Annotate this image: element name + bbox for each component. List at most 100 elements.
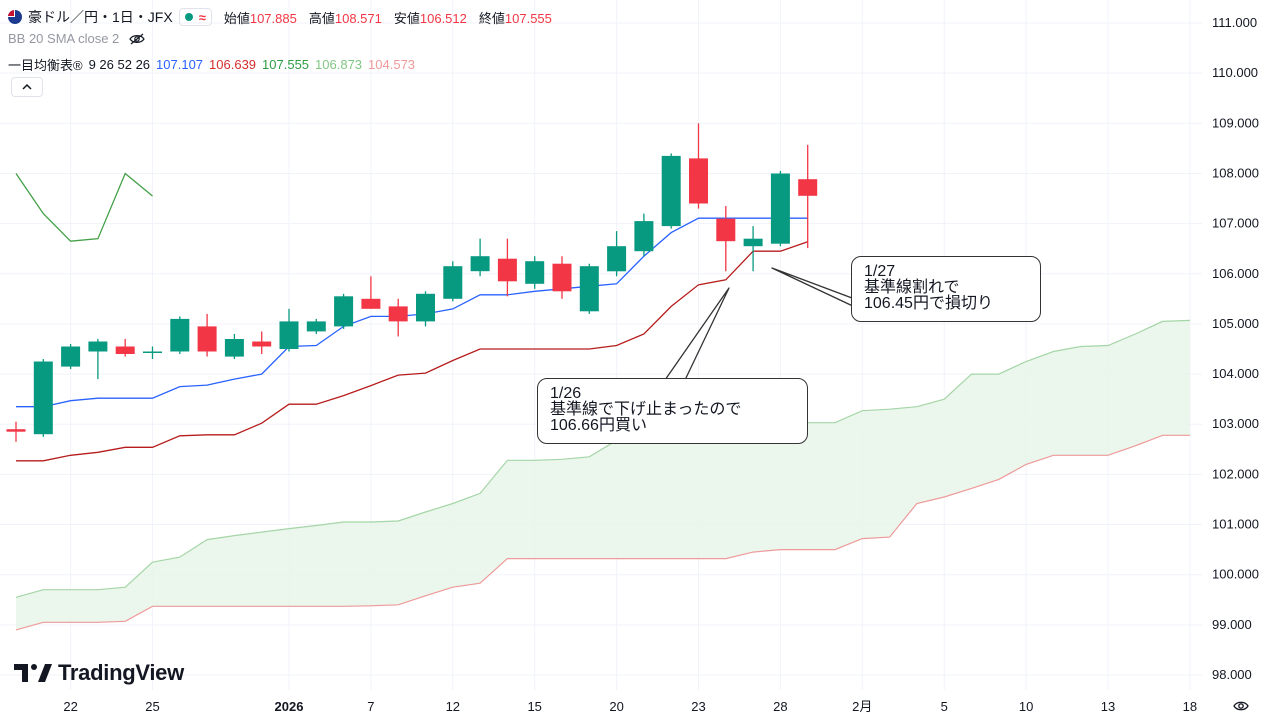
candle-body xyxy=(33,361,53,435)
candle-body xyxy=(743,238,763,247)
ohlc-open: 始値107.885 xyxy=(223,10,297,26)
y-tick-label: 99.000 xyxy=(1212,617,1252,632)
chikou-value: 107.555 xyxy=(262,57,310,72)
tradingview-logo[interactable]: TradingView xyxy=(14,660,184,686)
span-b-value: 104.573 xyxy=(368,57,416,72)
symbol-title[interactable]: 豪ドル／円・1日・JFX xyxy=(28,9,173,25)
callout-line: 106.45円で損切り xyxy=(864,295,993,312)
ohlc-close: 終値107.555 xyxy=(478,10,552,26)
y-tick-label: 105.000 xyxy=(1212,316,1259,331)
candle-body xyxy=(443,266,463,299)
market-status-pill[interactable]: ≈ xyxy=(178,8,212,26)
candle-body xyxy=(61,346,81,367)
x-tick-label: 18 xyxy=(1183,699,1197,714)
wave-icon: ≈ xyxy=(198,9,206,25)
callout-line: 基準線で下げ止まったので xyxy=(550,401,742,418)
x-tick-label: 28 xyxy=(773,699,787,714)
market-open-dot-icon xyxy=(184,13,193,21)
candle-body xyxy=(716,218,736,242)
senkou-span-b-line xyxy=(15,434,1190,631)
candle-body xyxy=(607,246,627,272)
kijun-sen-line xyxy=(16,241,808,462)
y-tick-label: 103.000 xyxy=(1212,416,1259,431)
callout-line: 106.66円買い xyxy=(550,417,647,434)
candle-body xyxy=(552,263,572,292)
x-tick-label: 25 xyxy=(145,699,159,714)
x-tick-label: 2026 xyxy=(275,699,304,714)
y-tick-label: 108.000 xyxy=(1212,166,1259,181)
x-tick-label: 12 xyxy=(446,699,460,714)
candle-body xyxy=(115,346,135,354)
candle-body xyxy=(279,321,299,349)
candle-body xyxy=(497,258,517,282)
y-tick-label: 107.000 xyxy=(1212,216,1259,231)
tenkan-sen-line xyxy=(16,217,808,408)
candle-body xyxy=(252,341,272,347)
y-tick-label: 104.000 xyxy=(1212,366,1259,381)
callout-pointer-buy xyxy=(664,287,730,381)
kijun-value: 106.639 xyxy=(209,57,257,72)
x-tick-label: 22 xyxy=(63,699,77,714)
callout-line: 1/27 xyxy=(864,263,896,280)
ichimoku-label[interactable]: 一目均衡表® xyxy=(8,58,83,73)
candle-body xyxy=(689,158,708,204)
ohlc-low: 安値106.512 xyxy=(393,10,467,26)
candle-body xyxy=(661,155,681,227)
candle-body xyxy=(770,173,790,244)
y-tick-label: 111.000 xyxy=(1212,15,1257,30)
x-tick-label: 23 xyxy=(691,699,705,714)
candle-body xyxy=(388,306,408,322)
y-tick-label: 102.000 xyxy=(1212,466,1259,481)
ohlc-high: 高値108.571 xyxy=(308,10,382,26)
x-tick-label: 10 xyxy=(1019,699,1033,714)
logo-text: TradingView xyxy=(58,660,184,685)
candle-body xyxy=(6,429,26,432)
candle-body xyxy=(579,266,599,312)
candle-body xyxy=(143,351,162,353)
bb-indicator-legend[interactable]: BB 20 SMA close 2 xyxy=(8,31,146,46)
callout-buy: 1/26 基準線で下げ止まったので 106.66円買い xyxy=(537,378,808,444)
candle-body xyxy=(470,256,490,272)
tenkan-value: 107.107 xyxy=(156,57,204,72)
span-a-value: 106.873 xyxy=(315,57,363,72)
candle-body xyxy=(334,296,354,327)
y-tick-label: 106.000 xyxy=(1212,266,1259,281)
symbol-legend: 豪ドル／円・1日・JFX ≈ 始値107.885 高値108.571 安値106… xyxy=(8,7,552,27)
y-tick-label: 98.000 xyxy=(1212,667,1252,682)
y-tick-label: 101.000 xyxy=(1212,517,1259,532)
callout-line: 基準線割れで xyxy=(864,279,960,296)
candle-body xyxy=(224,339,244,357)
callout-line: 1/26 xyxy=(550,385,582,402)
x-tick-label: 5 xyxy=(941,699,948,714)
x-tick-label: 13 xyxy=(1101,699,1115,714)
candle-body xyxy=(306,321,326,332)
eye-off-icon[interactable] xyxy=(129,33,146,45)
x-tick-label: 2月 xyxy=(852,699,872,714)
senkou-span-a-line xyxy=(15,319,1190,598)
candle-body xyxy=(798,179,818,196)
collapse-legend-button[interactable] xyxy=(11,77,43,97)
x-tick-label: 15 xyxy=(527,699,541,714)
ichimoku-params: 9 26 52 26 xyxy=(88,57,151,72)
x-tick-label: 7 xyxy=(367,699,374,714)
settings-icon[interactable] xyxy=(1232,697,1250,715)
chikou-span-line xyxy=(15,172,153,242)
candle-body xyxy=(197,326,217,352)
x-tick-label: 20 xyxy=(609,699,623,714)
bb-indicator-label[interactable]: BB 20 SMA close 2 xyxy=(8,31,120,46)
y-tick-label: 100.000 xyxy=(1212,567,1259,582)
ichimoku-legend[interactable]: 一目均衡表® 9 26 52 26 107.107 106.639 107.55… xyxy=(8,55,415,74)
candle-body xyxy=(361,298,381,309)
y-tick-label: 110.000 xyxy=(1212,65,1258,80)
candle-body xyxy=(416,293,435,322)
callout-stop-loss: 1/27 基準線割れで 106.45円で損切り xyxy=(851,256,1041,322)
tradingview-logo-icon xyxy=(14,664,52,682)
australia-flag-icon xyxy=(8,10,22,24)
candle-body xyxy=(634,221,654,252)
candle-body xyxy=(88,341,108,352)
candle-body xyxy=(170,318,190,352)
chevron-up-icon xyxy=(22,83,32,90)
kumo-cloud xyxy=(16,320,1190,630)
candle-body xyxy=(525,261,545,284)
